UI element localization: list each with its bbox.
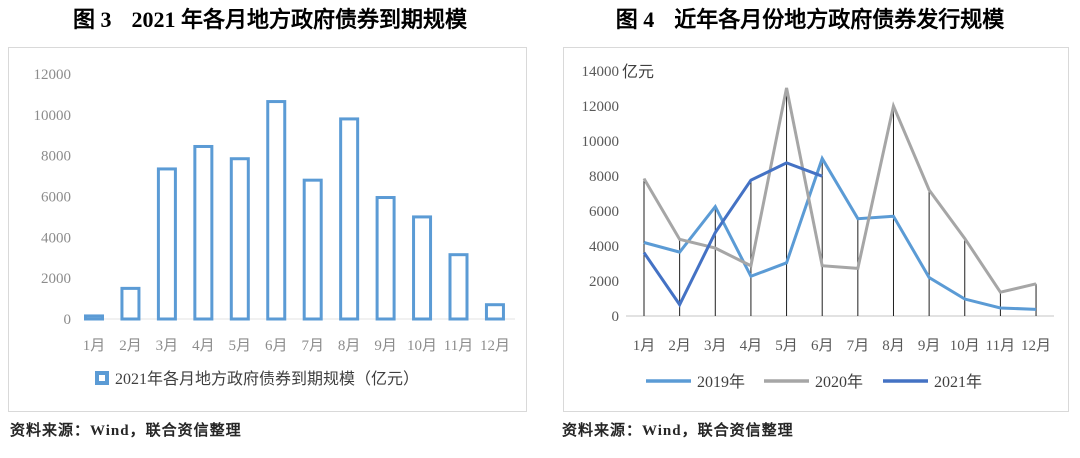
y-tick-label: 0 [612, 309, 620, 325]
bar [84, 314, 104, 321]
figure-4-chart-panel: 0 2000 4000 6000 8000 10000 12000 14000 亿元 1月 2月 3月… [563, 47, 1069, 412]
issuance-line-chart: 0 2000 4000 6000 8000 10000 12000 14000 亿元 1月 2月 3月… [582, 63, 1054, 391]
x-tick-label: 11月 [986, 338, 1015, 354]
x-tick-label: 2月 [668, 338, 691, 354]
x-tick-label: 6月 [265, 338, 288, 354]
x-tick-label: 12月 [480, 338, 510, 354]
legend-label: 2019年 [697, 373, 745, 391]
legend-label: 2021年 [934, 373, 982, 391]
y-tick-label: 8000 [41, 149, 71, 165]
y-tick-label: 0 [64, 312, 72, 328]
x-tick-label: 3月 [704, 338, 727, 354]
x-tick-label: 4月 [192, 338, 215, 354]
bar [484, 303, 505, 321]
figure-4-heading: 图 4 近年各月份地方政府债券发行规模 [540, 6, 1080, 35]
legend-label: 2021年各月地方政府债券到期规模（亿元） [115, 370, 419, 388]
bar [266, 100, 287, 321]
x-tick-label: 12月 [1021, 338, 1051, 354]
x-tick-label: 1月 [633, 338, 656, 354]
y-tick-label: 10000 [34, 108, 72, 124]
x-tick-label: 3月 [156, 338, 179, 354]
bar [412, 215, 433, 321]
bar [229, 157, 250, 321]
x-tick-label: 9月 [374, 338, 397, 354]
x-tick-label: 7月 [847, 338, 870, 354]
x-tick-label: 1月 [83, 338, 106, 354]
x-tick-label: 4月 [740, 338, 763, 354]
legend-swatch-icon-inner [99, 375, 105, 381]
x-tick-label: 5月 [775, 338, 798, 354]
bar [375, 196, 396, 321]
legend-label: 2020年 [815, 373, 863, 391]
bar [339, 117, 360, 321]
series-line-2019年 [643, 154, 1037, 311]
figure-3-chart-panel: 0 2000 4000 6000 8000 10000 12000 1月 2月 3月 4月 5月 6月 7… [8, 47, 527, 412]
figure-3-source-note: 资料来源：Wind，联合资信整理 [10, 423, 242, 439]
figure-4-source-note: 资料来源：Wind，联合资信整理 [562, 423, 794, 439]
bar [120, 286, 141, 321]
x-tick-label: 5月 [229, 338, 252, 354]
figure-4: 图 4 近年各月份地方政府债券发行规模 0 2000 4000 6000 8000 100… [540, 0, 1080, 458]
maturity-bar-chart: 0 2000 4000 6000 8000 10000 12000 1月 2月 3月 4月 5月 6月 7… [34, 67, 515, 388]
y-axis-unit-label: 亿元 [622, 63, 654, 81]
figure-3-heading: 图 3 2021 年各月地方政府债券到期规模 [0, 6, 540, 35]
x-tick-label: 11月 [444, 338, 473, 354]
y-tick-label: 12000 [582, 99, 620, 115]
x-tick-label: 2月 [119, 338, 142, 354]
figure-3: 图 3 2021 年各月地方政府债券到期规模 0 2000 4000 6000 8000… [0, 6, 540, 439]
x-tick-label: 8月 [882, 338, 905, 354]
series-line-2021年 [642, 161, 823, 308]
bar [302, 178, 323, 321]
y-tick-label: 14000 [582, 64, 620, 80]
x-tick-label: 10月 [407, 338, 437, 354]
y-tick-label: 6000 [41, 190, 71, 206]
bar [448, 253, 469, 321]
y-tick-label: 2000 [589, 274, 619, 290]
figure-4-title-text: 近年各月份地方政府债券发行规模 [674, 7, 1005, 32]
x-tick-label: 9月 [918, 338, 941, 354]
figure-3-label: 图 3 [72, 7, 112, 32]
x-tick-label: 10月 [950, 338, 980, 354]
x-tick-label: 7月 [301, 338, 324, 354]
bar [156, 167, 177, 321]
y-tick-label: 8000 [589, 169, 619, 185]
y-tick-label: 4000 [589, 239, 619, 255]
figure-3-title-text: 2021 年各月地方政府债券到期规模 [131, 7, 468, 32]
bar [193, 144, 214, 321]
figure-4-label: 图 4 [615, 7, 655, 32]
y-tick-label: 6000 [589, 204, 619, 220]
y-tick-label: 10000 [582, 134, 620, 150]
y-tick-label: 2000 [41, 271, 71, 287]
x-tick-label: 8月 [338, 338, 361, 354]
y-tick-label: 4000 [41, 230, 71, 246]
y-tick-label: 12000 [34, 67, 72, 83]
x-tick-label: 6月 [811, 338, 834, 354]
